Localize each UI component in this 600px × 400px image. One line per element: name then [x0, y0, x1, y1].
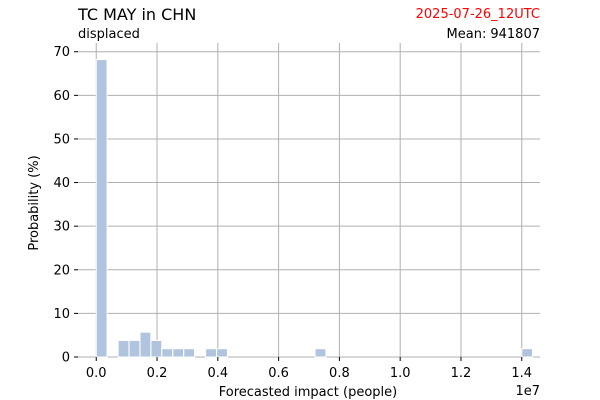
x-tick-label: 1.0 [390, 366, 411, 381]
x-tick-label: 0.8 [329, 366, 350, 381]
forecast-date: 2025-07-26_12UTC [415, 7, 540, 22]
grid-lines [78, 43, 540, 358]
histogram-bar [183, 348, 196, 358]
chart-title: TC MAY in CHN [78, 5, 197, 24]
histogram-bar [521, 348, 534, 358]
y-tick-label: 50 [53, 132, 70, 147]
histogram-bar [161, 348, 174, 358]
mean-label: Mean: [446, 27, 487, 42]
x-tick-label: 0.6 [268, 366, 289, 381]
axis-ticks: 0 10 20 30 40 50 60 70 0.0 0.2 0.4 0.6 0.8 1.0 1.2 1.4 [53, 45, 532, 381]
histogram-bars [95, 59, 534, 358]
histogram-bar [95, 59, 108, 358]
y-axis-label: Probability (%) [27, 155, 42, 250]
y-tick-label: 10 [53, 307, 70, 322]
mean-value: 941807 [490, 27, 540, 42]
histogram-bar [150, 339, 163, 358]
y-tick-label: 40 [53, 176, 70, 191]
x-axis-scale-note: 1e7 [515, 384, 540, 399]
mean-readout: Mean: 941807 [447, 27, 540, 42]
histogram-bar [205, 348, 217, 358]
y-tick-label: 70 [53, 45, 70, 60]
x-tick-label: 1.2 [451, 366, 472, 381]
x-tick-label: 0.2 [147, 366, 168, 381]
y-tick-label: 30 [53, 220, 70, 235]
histogram-bar [117, 339, 130, 358]
x-tick-label: 0.4 [207, 366, 228, 381]
y-tick-label: 20 [53, 263, 70, 278]
y-tick-label: 0 [62, 351, 70, 366]
histogram-bar [314, 348, 327, 358]
x-tick-label: 0.0 [86, 366, 107, 381]
x-tick-label: 1.4 [511, 366, 532, 381]
chart-subtitle: displaced [78, 27, 140, 42]
histogram-bar [172, 348, 185, 358]
histogram-bar [216, 348, 228, 358]
histogram-bar [139, 331, 152, 358]
histogram-bar [128, 339, 141, 358]
y-tick-label: 60 [53, 89, 70, 104]
x-axis-label: Forecasted impact (people) [219, 385, 397, 400]
